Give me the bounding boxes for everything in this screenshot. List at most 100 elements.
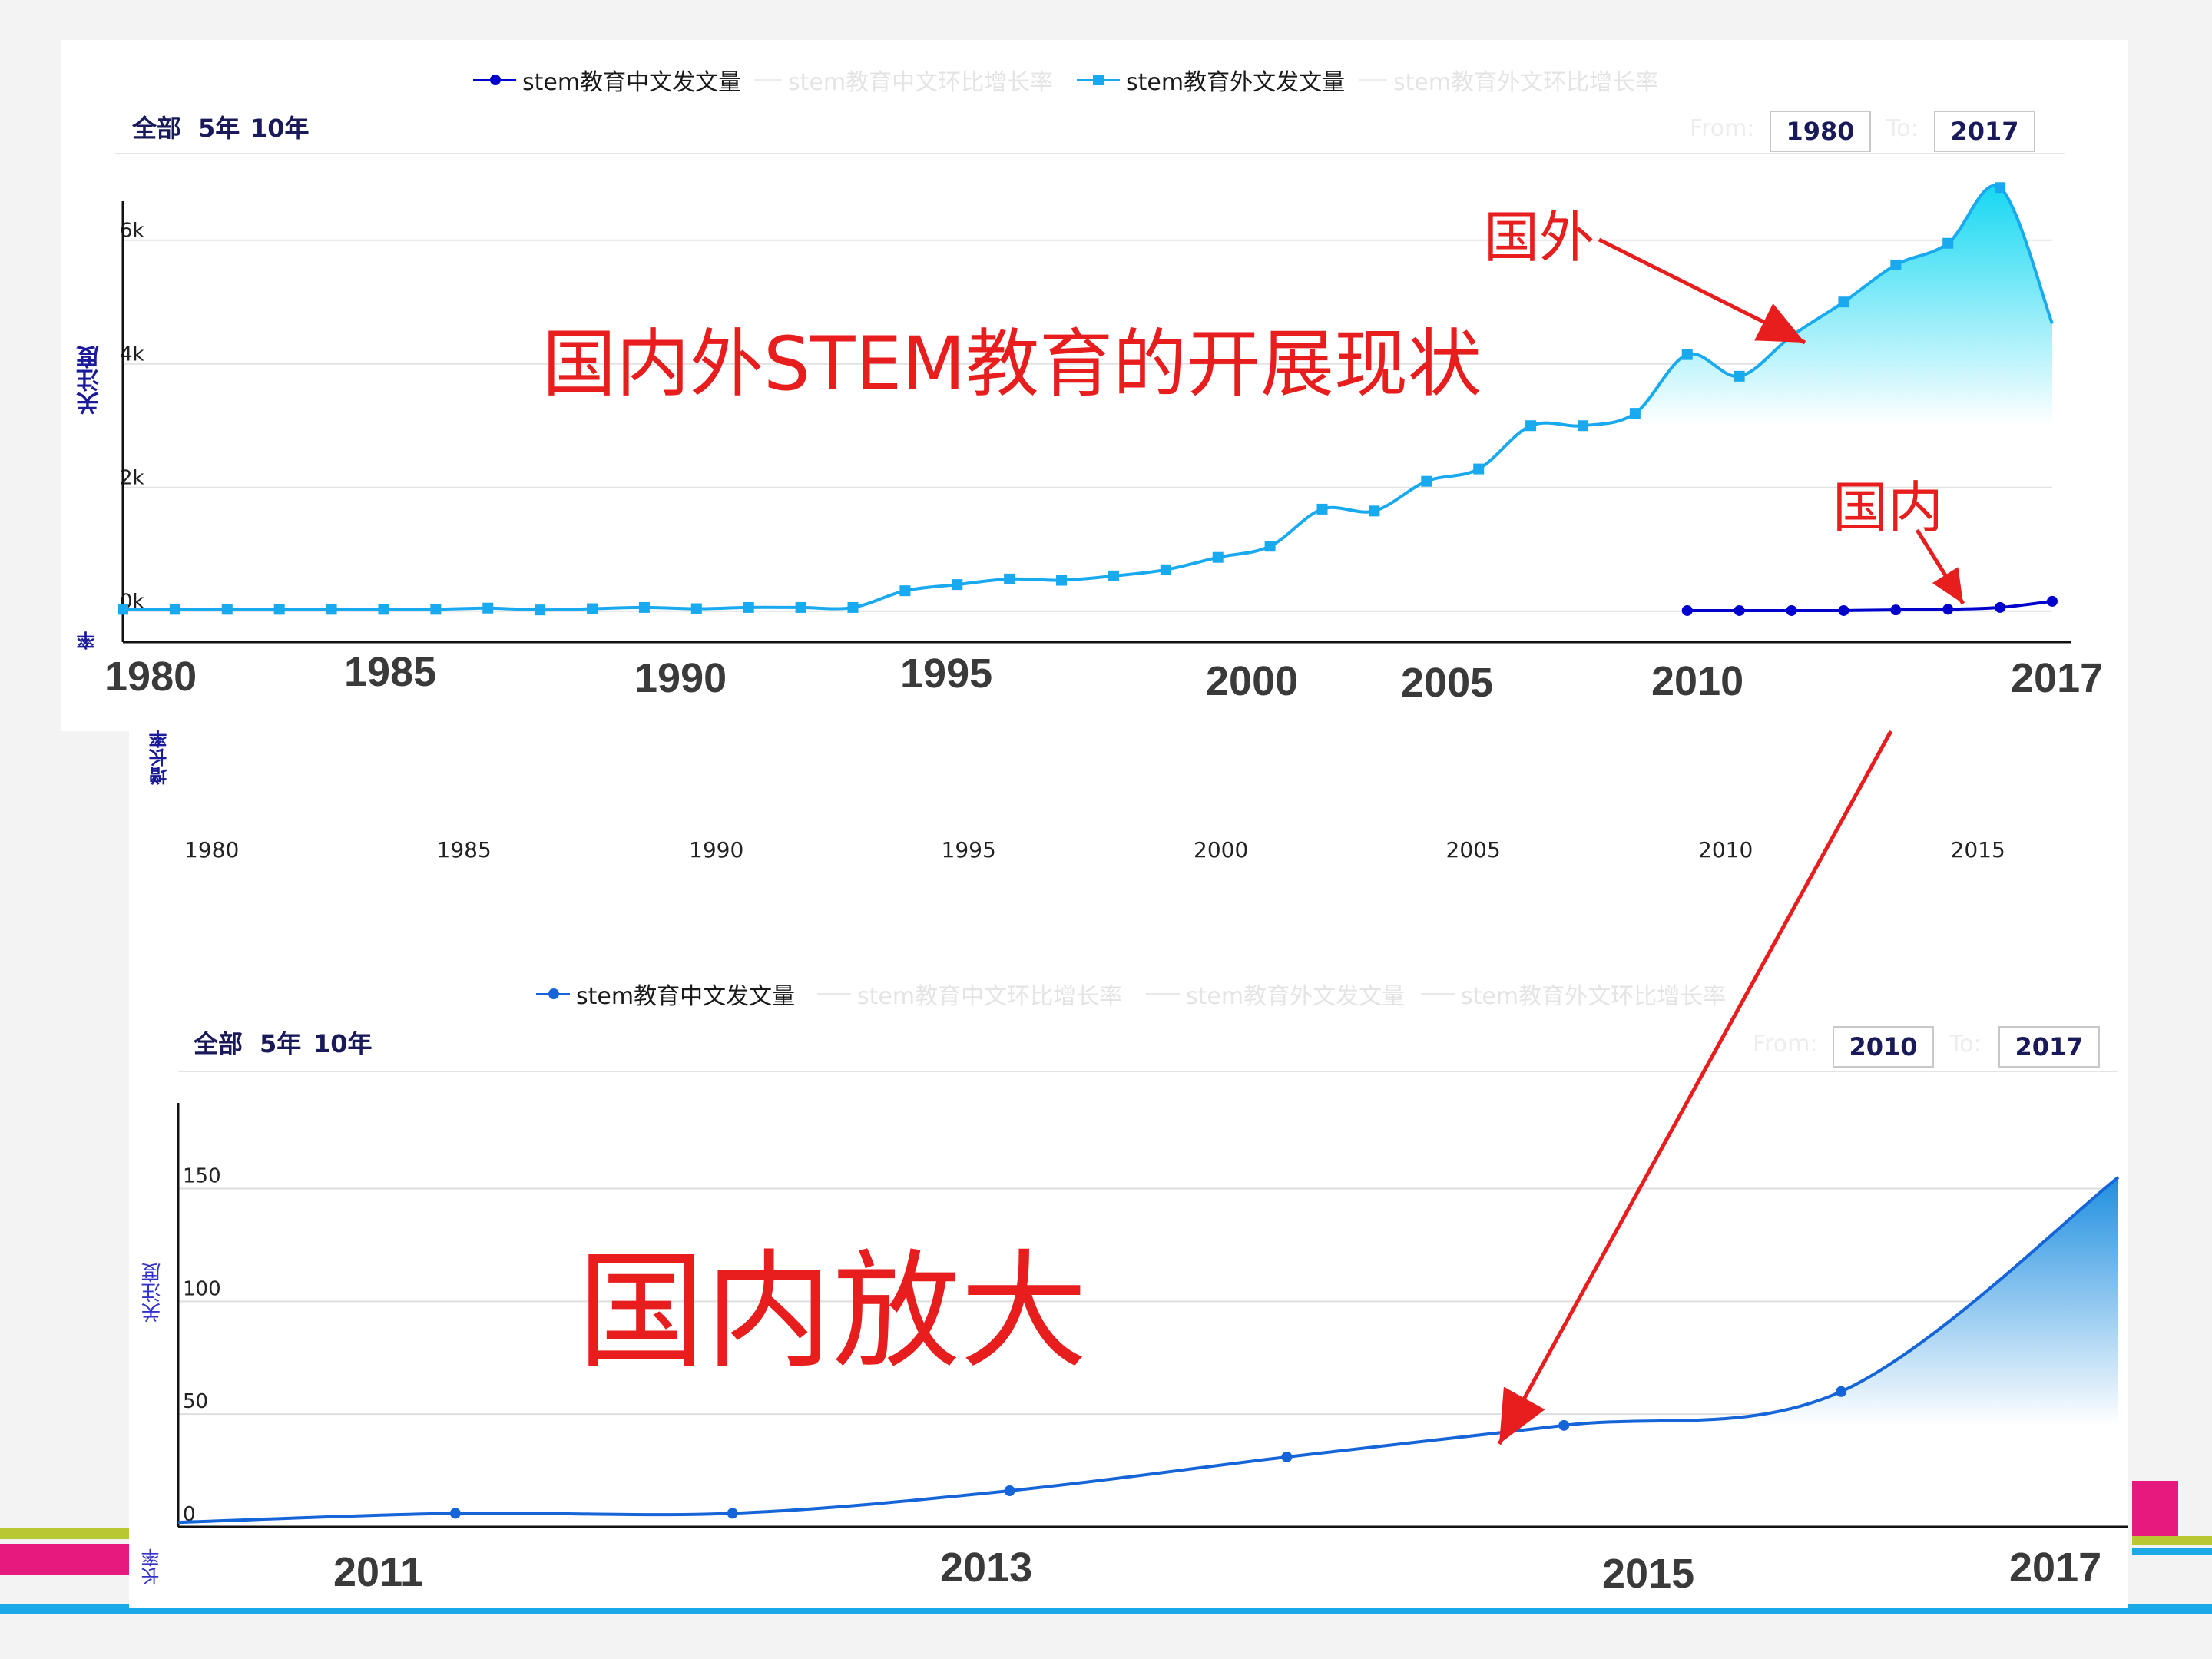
- range-button-all-zoom[interactable]: 全部: [194, 1029, 243, 1058]
- domestic-data-point: [1838, 604, 1849, 616]
- domestic-data-point: [1836, 1386, 1847, 1397]
- legend-label: stem教育中文环比增长率: [788, 69, 1054, 96]
- foreign-data-point: [1421, 475, 1432, 487]
- domestic-series-line: [177, 1176, 2120, 1525]
- domestic-data-point: [1890, 604, 1902, 616]
- legend-line-icon: [1358, 71, 1389, 89]
- legend-item-cn-count-zoom[interactable]: stem教育中文发文量: [535, 977, 795, 1011]
- from-date-input[interactable]: 1980: [1770, 111, 1871, 152]
- x-tick-label: 2011: [333, 1549, 424, 1595]
- stripe-magenta: [0, 1544, 138, 1575]
- slide-title: 国内外STEM教育的开展现状: [542, 321, 1482, 407]
- foreign-data-point: [221, 604, 233, 615]
- legend-line-square-icon: [1075, 71, 1121, 89]
- x-tick-label: 2010: [1651, 658, 1744, 704]
- foreign-data-point: [1316, 503, 1328, 515]
- legend-line-dot-icon: [472, 71, 518, 89]
- domestic-data-point: [1681, 604, 1693, 616]
- legend-item-foreign-growth[interactable]: stem教育外文环比增长率: [1358, 63, 1658, 97]
- range-button-all[interactable]: 全部: [132, 114, 182, 143]
- foreign-data-point: [378, 604, 389, 615]
- foreign-data-point: [169, 604, 180, 615]
- legend-label: stem教育外文环比增长率: [1393, 69, 1659, 96]
- foreign-data-point: [1838, 296, 1849, 308]
- growth-x-tick-label: 1985: [436, 837, 492, 863]
- x-tick-label: 2015: [1602, 1551, 1695, 1597]
- foreign-data-point: [1473, 463, 1485, 475]
- legend-label: stem教育外文发文量: [1186, 983, 1406, 1010]
- legend-item-foreign-count-zoom[interactable]: stem教育外文发文量: [1144, 977, 1405, 1011]
- x-tick-label: 2017: [2009, 1545, 2102, 1591]
- y-tick-label: 50: [183, 1390, 208, 1413]
- legend-label: stem教育中文发文量: [522, 69, 742, 96]
- growth-x-tick-label: 1995: [941, 837, 996, 863]
- x-tick-label: 1995: [900, 651, 993, 697]
- foreign-data-point: [430, 604, 442, 615]
- range-button-10y-zoom[interactable]: 10年: [313, 1029, 373, 1058]
- stripe-magenta-right: [2132, 1481, 2178, 1536]
- foreign-data-point: [1212, 551, 1224, 563]
- bottom-chart-panel: [129, 731, 2128, 1608]
- legend-item-cn-growth[interactable]: stem教育中文环比增长率: [753, 63, 1053, 97]
- x-tick-label: 1985: [344, 649, 437, 695]
- foreign-data-point: [482, 602, 494, 614]
- foreign-data-point: [1004, 573, 1015, 584]
- legend-line-icon: [1419, 985, 1456, 1003]
- legend-item-cn-count[interactable]: stem教育中文发文量: [472, 63, 741, 97]
- plot-top-border: [178, 1071, 2118, 1072]
- range-button-5y[interactable]: 5年: [198, 114, 240, 143]
- to-date-input-zoom[interactable]: 2017: [1998, 1026, 2100, 1068]
- x-tick-label: 2017: [2011, 655, 2104, 701]
- legend-label: stem教育外文环比增长率: [1461, 983, 1727, 1010]
- to-label-zoom: To:: [1949, 1031, 1982, 1058]
- foreign-data-point: [118, 604, 128, 615]
- y-tick-label: 100: [183, 1277, 221, 1300]
- domestic-data-point: [1942, 604, 1954, 615]
- foreign-data-point: [743, 601, 754, 613]
- foreign-data-point: [847, 601, 859, 613]
- growth-x-tick-label: 2005: [1445, 837, 1501, 863]
- stripe-green: [0, 1528, 146, 1539]
- growth-x-tick-label: 2010: [1698, 837, 1753, 863]
- annotation-domestic: 国内: [1833, 475, 1944, 540]
- from-label: From:: [1690, 115, 1755, 142]
- foreign-data-point: [952, 579, 963, 591]
- foreign-data-point: [273, 604, 285, 615]
- x-tick-label: 1990: [634, 655, 727, 701]
- legend-item-foreign-count[interactable]: stem教育外文发文量: [1075, 63, 1345, 97]
- from-date-input-zoom[interactable]: 2010: [1833, 1026, 1934, 1068]
- domestic-data-point: [1995, 601, 2006, 613]
- annotation-foreign: 国外: [1484, 205, 1595, 270]
- growth-x-tick-label: 2000: [1194, 837, 1249, 863]
- foreign-series-line: [122, 184, 2054, 612]
- legend-label: stem教育中文发文量: [576, 983, 796, 1010]
- growth-x-tick-label: 1980: [184, 837, 240, 863]
- growth-x-tick-label: 2015: [1950, 837, 2005, 863]
- legend-line-dot-icon: [535, 985, 571, 1003]
- legend-line-icon: [816, 985, 853, 1003]
- legend-label: stem教育外文发文量: [1126, 69, 1346, 96]
- to-label: To:: [1886, 115, 1919, 142]
- foreign-data-point: [1108, 570, 1119, 581]
- foreign-data-point: [1629, 408, 1641, 419]
- domestic-data-point: [1281, 1451, 1293, 1462]
- to-date-input[interactable]: 2017: [1934, 111, 2035, 152]
- domestic-data-point: [1734, 604, 1745, 616]
- legend-item-foreign-growth-zoom[interactable]: stem教育外文环比增长率: [1419, 977, 1726, 1011]
- domestic-data-point: [2047, 595, 2058, 607]
- foreign-data-point: [1369, 505, 1380, 517]
- domestic-data-point: [449, 1508, 461, 1519]
- foreign-data-point: [1942, 237, 1954, 249]
- x-tick-label: 2005: [1401, 660, 1494, 706]
- stripe-green-right: [2132, 1536, 2212, 1545]
- domestic-data-point: [1786, 604, 1797, 616]
- y-tick-label: 150: [183, 1164, 221, 1187]
- range-button-10y[interactable]: 10年: [250, 114, 310, 143]
- legend-item-cn-growth-zoom[interactable]: stem教育中文环比增长率: [816, 977, 1122, 1011]
- foreign-data-point: [1681, 349, 1693, 360]
- range-button-5y-zoom[interactable]: 5年: [260, 1029, 302, 1058]
- legend-label: stem教育中文环比增长率: [857, 983, 1123, 1010]
- x-tick-label: 1980: [104, 654, 197, 700]
